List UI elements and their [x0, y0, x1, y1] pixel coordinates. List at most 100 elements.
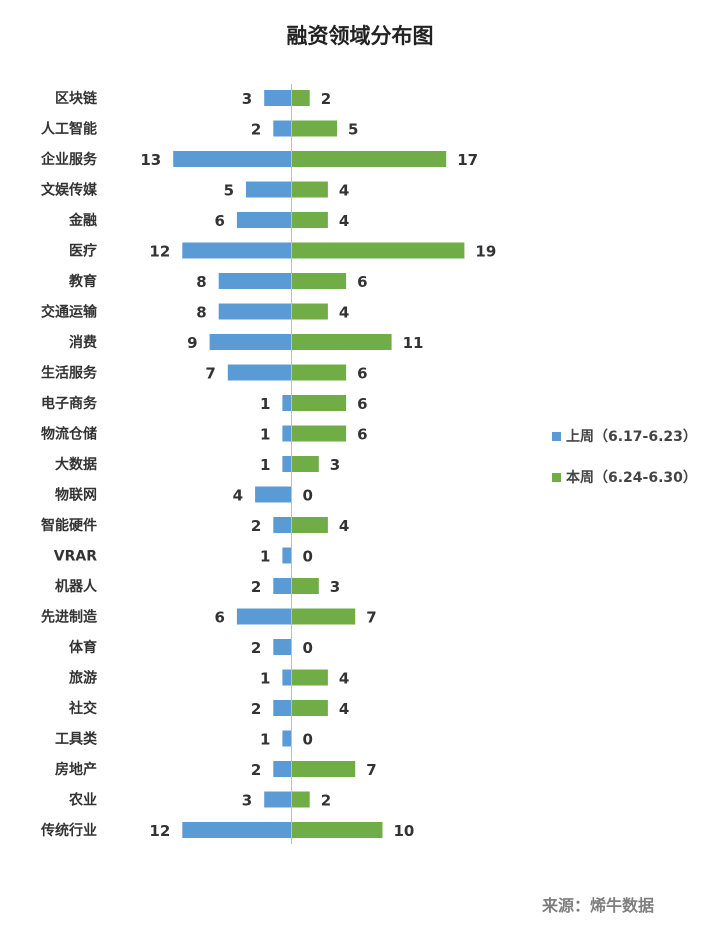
data-label-this-week: 4 [339, 182, 349, 200]
data-label-last-week: 6 [214, 212, 224, 230]
category-label: VRAR [54, 549, 97, 565]
category-label: 区块链 [55, 90, 98, 107]
bar-last-week [236, 212, 292, 228]
data-label-this-week: 3 [330, 578, 340, 596]
bar-last-week [273, 578, 292, 594]
data-label-this-week: 2 [321, 90, 331, 108]
category-label: 企业服务 [40, 151, 98, 168]
bar-this-week [291, 456, 319, 472]
category-label: 物联网 [55, 487, 97, 504]
data-label-last-week: 7 [205, 365, 215, 383]
bar-this-week [291, 151, 447, 167]
data-label-last-week: 2 [251, 121, 261, 139]
bar-last-week [282, 730, 292, 747]
data-label-last-week: 1 [260, 426, 270, 444]
bar-last-week [173, 151, 292, 167]
category-label: 房地产 [55, 761, 97, 778]
bar-last-week [236, 608, 292, 625]
legend-label-this-week: 本周（6.24-6.30） [566, 470, 697, 486]
data-label-this-week: 4 [339, 212, 349, 230]
bar-this-week [291, 334, 392, 350]
data-label-this-week: 6 [357, 426, 367, 444]
category-label: 智能硬件 [40, 517, 97, 534]
data-label-last-week: 1 [260, 456, 270, 474]
legend-item-this-week: 本周（6.24-6.30） [552, 467, 697, 487]
category-label: 电子商务 [41, 395, 98, 412]
bar-this-week [291, 791, 310, 808]
data-label-last-week: 1 [260, 395, 270, 413]
bar-this-week [291, 273, 347, 289]
bar-last-week [218, 303, 292, 320]
data-label-last-week: 8 [196, 273, 206, 291]
category-label: 体育 [69, 639, 97, 656]
bar-this-week [291, 181, 328, 198]
bar-last-week [273, 700, 292, 716]
bar-this-week [291, 578, 319, 594]
category-label: 消费 [69, 334, 97, 351]
category-label: 人工智能 [41, 121, 97, 138]
bar-last-week [218, 273, 292, 289]
data-label-this-week: 10 [394, 822, 415, 840]
bar-last-week [182, 242, 292, 259]
data-label-this-week: 4 [339, 670, 349, 688]
data-label-this-week: 17 [457, 151, 478, 169]
data-label-last-week: 1 [260, 731, 270, 749]
data-label-this-week: 6 [357, 395, 367, 413]
data-label-last-week: 4 [233, 487, 243, 505]
bar-last-week [273, 120, 292, 137]
bar-last-week [209, 334, 292, 350]
data-label-last-week: 3 [242, 792, 252, 810]
data-label-last-week: 13 [140, 151, 161, 169]
source-note: 来源：烯牛数据 [542, 896, 655, 915]
data-label-last-week: 8 [196, 304, 206, 322]
data-label-this-week: 3 [330, 456, 340, 474]
data-label-this-week: 11 [403, 334, 424, 352]
data-label-this-week: 0 [303, 548, 313, 566]
bar-this-week [291, 364, 347, 381]
bar-last-week [282, 547, 292, 564]
bar-last-week [264, 791, 292, 808]
bar-this-week [291, 212, 328, 228]
data-label-this-week: 6 [357, 273, 367, 291]
category-label: 机器人 [55, 578, 98, 595]
data-label-last-week: 2 [251, 639, 261, 657]
legend-swatch-this-week [552, 472, 561, 482]
category-label: 生活服务 [41, 365, 98, 382]
bar-last-week [264, 90, 292, 106]
data-label-last-week: 12 [149, 822, 170, 840]
category-label: 物流仓储 [41, 426, 97, 443]
bar-this-week [291, 517, 328, 533]
data-label-this-week: 0 [303, 731, 313, 749]
data-label-last-week: 12 [149, 243, 170, 261]
bar-last-week [273, 517, 292, 533]
category-label: 金融 [68, 212, 97, 229]
category-label: 农业 [68, 792, 97, 809]
bar-this-week [291, 761, 356, 777]
data-label-last-week: 2 [251, 517, 261, 535]
data-label-last-week: 2 [251, 700, 261, 718]
data-label-this-week: 6 [357, 365, 367, 383]
data-label-last-week: 9 [187, 334, 197, 352]
category-label: 社交 [68, 700, 97, 717]
category-label: 大数据 [55, 456, 97, 473]
category-label: 旅游 [69, 670, 97, 687]
data-label-last-week: 5 [224, 182, 234, 200]
category-label: 教育 [69, 273, 97, 290]
bar-last-week [182, 822, 292, 838]
category-label: 医疗 [69, 243, 97, 260]
bar-last-week [282, 456, 292, 472]
bar-this-week [291, 669, 328, 686]
category-label: 先进制造 [41, 609, 97, 626]
data-label-this-week: 7 [366, 761, 376, 779]
data-label-last-week: 1 [260, 548, 270, 566]
category-label: 文娱传媒 [41, 182, 98, 199]
data-label-last-week: 6 [214, 609, 224, 627]
legend-label-last-week: 上周（6.17-6.23） [566, 429, 697, 445]
bar-last-week [282, 669, 292, 686]
bar-this-week [291, 303, 328, 320]
data-label-this-week: 19 [475, 243, 496, 261]
bar-this-week [291, 608, 356, 625]
category-label: 交通运输 [41, 304, 98, 321]
data-label-this-week: 0 [303, 639, 313, 657]
